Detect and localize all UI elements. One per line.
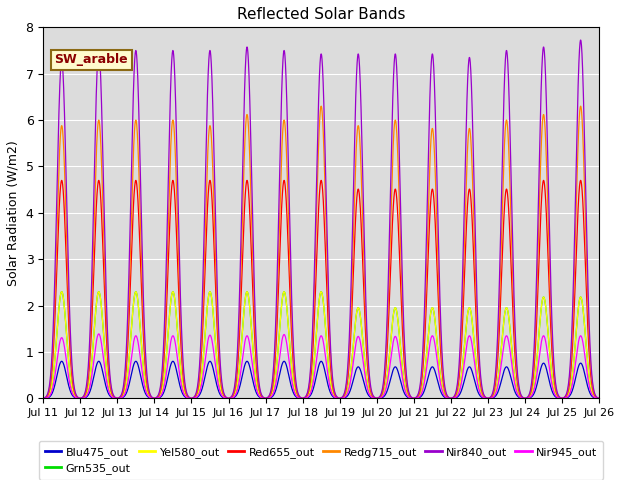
Blu475_out [415, 395, 423, 401]
Redg715_out [140, 307, 147, 313]
Nir840_out [40, 396, 47, 401]
Nir840_out [446, 395, 454, 401]
Yel580_out [40, 396, 47, 401]
Line: Yel580_out: Yel580_out [44, 292, 599, 398]
Nir840_out [595, 396, 602, 401]
Grn535_out [140, 363, 147, 369]
Title: Reflected Solar Bands: Reflected Solar Bands [237, 7, 405, 22]
Text: SW_arable: SW_arable [54, 53, 128, 66]
Red655_out [140, 329, 147, 335]
Blu475_out [446, 396, 454, 401]
Redg715_out [477, 383, 485, 389]
Grn535_out [40, 396, 47, 401]
Red655_out [595, 396, 603, 401]
Red655_out [301, 395, 308, 401]
Nir945_out [595, 396, 602, 401]
Grn535_out [595, 396, 603, 401]
Nir945_out [477, 393, 485, 398]
Red655_out [415, 391, 423, 397]
Line: Nir945_out: Nir945_out [44, 334, 599, 398]
Nir840_out [595, 396, 603, 401]
Red655_out [40, 396, 47, 401]
Nir945_out [595, 396, 603, 401]
Nir840_out [415, 389, 423, 395]
Grn535_out [595, 396, 602, 401]
Red655_out [58, 178, 65, 183]
Red655_out [595, 396, 602, 401]
Nir840_out [477, 379, 485, 384]
Yel580_out [595, 396, 603, 401]
Nir945_out [415, 394, 423, 400]
Blu475_out [301, 396, 308, 401]
Yel580_out [446, 396, 454, 401]
Nir840_out [140, 285, 147, 291]
Yel580_out [301, 396, 308, 401]
Redg715_out [446, 396, 454, 401]
Redg715_out [595, 396, 603, 401]
Redg715_out [40, 396, 47, 401]
Blu475_out [477, 394, 485, 400]
Nir945_out [95, 331, 102, 337]
Nir945_out [301, 396, 308, 401]
Yel580_out [415, 394, 423, 399]
Blu475_out [40, 396, 47, 401]
Nir840_out [577, 37, 584, 43]
Grn535_out [446, 396, 454, 401]
Yel580_out [477, 391, 485, 397]
Line: Blu475_out: Blu475_out [44, 361, 599, 398]
Nir945_out [140, 376, 147, 382]
Redg715_out [595, 396, 602, 401]
Line: Redg715_out: Redg715_out [44, 106, 599, 398]
Redg715_out [415, 390, 423, 396]
Blu475_out [140, 384, 147, 390]
Line: Red655_out: Red655_out [44, 180, 599, 398]
Yel580_out [140, 363, 147, 369]
Red655_out [477, 386, 485, 392]
Grn535_out [415, 394, 423, 399]
Redg715_out [301, 395, 308, 401]
Grn535_out [58, 289, 65, 295]
Nir840_out [301, 395, 308, 400]
Yel580_out [58, 289, 65, 295]
Nir945_out [446, 396, 454, 401]
Line: Nir840_out: Nir840_out [44, 40, 599, 398]
Red655_out [446, 396, 454, 401]
Blu475_out [595, 396, 603, 401]
Blu475_out [58, 359, 65, 364]
Grn535_out [301, 396, 308, 401]
Redg715_out [317, 103, 325, 109]
Grn535_out [477, 391, 485, 397]
Blu475_out [595, 396, 602, 401]
Legend: Blu475_out, Grn535_out, Yel580_out, Red655_out, Redg715_out, Nir840_out, Nir945_: Blu475_out, Grn535_out, Yel580_out, Red6… [39, 441, 603, 480]
Yel580_out [595, 396, 602, 401]
Y-axis label: Solar Radiation (W/m2): Solar Radiation (W/m2) [7, 140, 20, 286]
Nir945_out [40, 396, 47, 401]
Line: Grn535_out: Grn535_out [44, 292, 599, 398]
